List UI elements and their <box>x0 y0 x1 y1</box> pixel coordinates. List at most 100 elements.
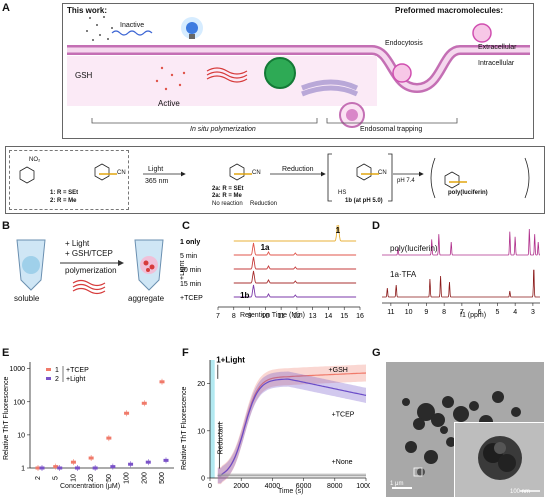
scale-bar-main <box>392 487 412 489</box>
e-ylabel: Relative ThT Fluorescence <box>3 377 10 460</box>
aggregate-label: aggregate <box>128 294 165 303</box>
e-marker <box>74 466 80 470</box>
gsh-label: GSH <box>75 71 93 80</box>
f-ytick-label: 20 <box>197 381 205 388</box>
c-row-label: 15 min <box>180 281 201 288</box>
panel-a-schematic-box <box>62 3 534 139</box>
e-marker <box>124 411 130 415</box>
f-xtick-label: 0 <box>208 483 212 490</box>
f-light-band <box>210 360 215 478</box>
e-marker <box>106 436 112 440</box>
scale-label-inset: 100 nm <box>510 489 531 495</box>
e-marker <box>92 466 98 470</box>
e-marker <box>88 456 94 460</box>
e-marker <box>141 401 147 405</box>
d-bottom-trace <box>382 269 540 298</box>
preformed-ball-2 <box>392 63 412 83</box>
e-marker <box>53 465 59 469</box>
f-curve <box>217 378 367 477</box>
c-tick-label: 11 <box>277 313 284 320</box>
intracellular-label: Intracellular <box>478 60 515 67</box>
active-dots <box>155 66 186 91</box>
panel-b-illustration <box>16 239 164 295</box>
polymer-ball <box>264 57 296 89</box>
fibers-a <box>206 67 248 83</box>
f-xtick-label: 4000 <box>265 483 281 490</box>
compound-2-label: 2: R = Me <box>50 198 77 204</box>
c-tick-label: 9 <box>248 313 252 320</box>
e-xtick-label: 500 <box>159 472 166 484</box>
f-label-tcep: +TCEP <box>332 412 355 419</box>
chart-d-bottom-label: 1a·TFA <box>390 270 417 279</box>
e-ytick-label: 1000 <box>9 366 25 373</box>
in-situ-label: In situ polymerization <box>190 126 256 133</box>
d-tick-label: 10 <box>405 309 413 316</box>
hs-label: HS <box>338 190 347 196</box>
f-ytick-label: 10 <box>197 428 205 435</box>
f-annot-light: 1+Light <box>216 355 245 364</box>
e-marker <box>145 460 151 464</box>
panel-label-c: C <box>182 220 190 232</box>
trapped-ball <box>346 109 358 121</box>
chart-c-xlabel: Retention Time (Min) <box>240 312 305 319</box>
e-xtick-label: 200 <box>141 472 148 484</box>
preformed-label: Preformed macromolecules: <box>395 6 504 15</box>
f-annot-reductant: Reductant <box>217 422 224 454</box>
c-peak-1-label: 1 <box>336 226 341 235</box>
endosomal-label: Endosomal trapping <box>360 126 423 133</box>
d-tick-label: 5 <box>495 309 499 316</box>
poly-luciferin-label: poly(luciferin) <box>448 190 488 196</box>
f-band <box>217 371 366 484</box>
light-bulb-icon <box>181 17 203 39</box>
chart-c-hplc: 7 8 9 10 11 12 13 14 15 16 1 only 5 min 10 min 15 min… <box>180 225 364 320</box>
panel-a-illustration <box>67 16 530 128</box>
f-ytick-label: 0 <box>201 476 205 483</box>
e-legend-1: 1 <box>55 367 59 374</box>
nitro-label: NO₂ <box>29 157 41 163</box>
c-trace <box>233 225 357 242</box>
f-ylabel: Relative ThT Fluorescence <box>181 387 188 470</box>
light-label: Light <box>148 166 164 173</box>
cn-label-3: CN <box>378 170 387 176</box>
f-xtick-label: 2000 <box>233 483 249 490</box>
c-tick-label: 15 <box>340 313 348 320</box>
panel-label-d: D <box>372 220 380 232</box>
endocytosis-label: Endocytosis <box>385 40 423 47</box>
c-tick-label: 13 <box>309 313 317 320</box>
e-xtick-label: 2 <box>35 476 42 480</box>
d-tick-label: 9 <box>424 309 428 316</box>
compound-2a-label-1: 2a: R = SEt <box>212 186 244 192</box>
e-legend-tcep: +TCEP <box>66 367 89 374</box>
no-reaction-label: No reaction <box>212 201 243 207</box>
chart-d-top-label: poly(luciferin) <box>390 244 438 253</box>
c-trace <box>233 256 357 270</box>
compound1-dashed-box <box>9 150 129 210</box>
c-row-label: 1 only <box>180 239 200 246</box>
d-tick-label: 3 <box>531 309 535 316</box>
e-legend-marker-2 <box>46 377 51 380</box>
e-ytick-label: 10 <box>17 432 25 439</box>
reaction-scheme-box <box>5 146 545 214</box>
e-marker <box>159 380 165 384</box>
e-xtick-label: 50 <box>106 474 113 482</box>
reduction-small-label: Reduction <box>250 201 278 207</box>
c-trace <box>233 242 357 256</box>
c-tick-label: 7 <box>216 313 220 320</box>
d-tick-label: 4 <box>513 309 517 316</box>
c-peak-1a-label: 1a <box>261 243 270 252</box>
chart-d-nmr: 11 10 9 8 7 6 5 4 3 <box>382 228 540 316</box>
inactive-dots <box>86 16 113 41</box>
scale-label-main: 1 μm <box>390 481 404 487</box>
c-tick-label: 14 <box>325 313 333 320</box>
c-row-label: 10 min <box>180 267 201 274</box>
c-peak-1b-label: 1b <box>240 291 249 300</box>
e-marker <box>163 458 169 462</box>
c-tick-label: 8 <box>232 313 236 320</box>
e-marker <box>35 466 41 470</box>
this-work-label: This work: <box>67 6 108 15</box>
chart-f-xlabel: Time (s) <box>278 488 304 495</box>
c-trace <box>233 284 357 298</box>
compound-1b-label: 1b (at pH 5.0) <box>345 198 383 204</box>
light-b-label: + Light <box>65 239 90 248</box>
d-tick-label: 11 <box>387 309 394 316</box>
